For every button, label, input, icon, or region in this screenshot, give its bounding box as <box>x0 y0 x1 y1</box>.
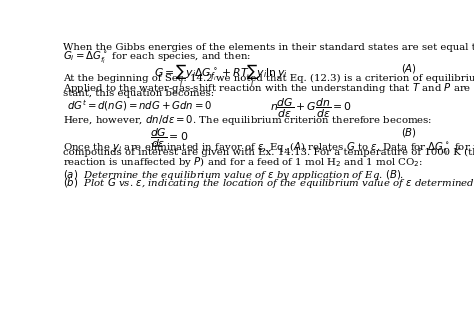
Text: $\dfrac{dG}{d\varepsilon} = 0$: $\dfrac{dG}{d\varepsilon} = 0$ <box>150 126 189 150</box>
Text: $(b)$  Plot $G$ vs. $\varepsilon$, indicating the location of the equilibrium va: $(b)$ Plot $G$ vs. $\varepsilon$, indica… <box>63 176 474 190</box>
Text: $G_i = \Delta G^\circ_{f_i}$ for each species, and then:: $G_i = \Delta G^\circ_{f_i}$ for each sp… <box>63 50 251 66</box>
Text: $G = \sum_i y_i \Delta G^\circ_{f_i} + RT \sum_i y_i \ln y_i$: $G = \sum_i y_i \Delta G^\circ_{f_i} + R… <box>154 62 288 89</box>
Text: $(B)$: $(B)$ <box>401 126 418 139</box>
Text: At the beginning of Sec. 14.2 we noted that Eq. (12.3) is a criterion of equilib: At the beginning of Sec. 14.2 we noted t… <box>63 74 474 83</box>
Text: Here, however, $dn/d\varepsilon = 0$. The equilibrium criterion therefore become: Here, however, $dn/d\varepsilon = 0$. Th… <box>63 113 432 127</box>
Text: reaction is unaffected by $P$) and for a feed of 1 mol H$_2$ and 1 mol CO$_2$:: reaction is unaffected by $P$) and for a… <box>63 155 423 169</box>
Text: Applied to the water-gas-shift reaction with the understanding that $T$ and $P$ : Applied to the water-gas-shift reaction … <box>63 81 474 95</box>
Text: $dG^t = d(nG) = ndG + Gdn = 0$: $dG^t = d(nG) = ndG + Gdn = 0$ <box>67 98 213 113</box>
Text: When the Gibbs energies of the elements in their standard states are set equal t: When the Gibbs energies of the elements … <box>63 43 474 52</box>
Text: Once the $y_i$ are eliminated in favor of $\varepsilon$, Eq. ($A$) relates $G$ t: Once the $y_i$ are eliminated in favor o… <box>63 141 474 157</box>
Text: $(a)$  Determine the equilibrium value of $\varepsilon$ by application of Eq. $(: $(a)$ Determine the equilibrium value of… <box>63 168 404 182</box>
Text: compounds of interest are given with Ex. 14.13. For a temperature of 1000 K (the: compounds of interest are given with Ex.… <box>63 148 474 157</box>
Text: $(A)$: $(A)$ <box>401 62 418 75</box>
Text: stant, this equation becomes:: stant, this equation becomes: <box>63 89 214 98</box>
Text: $n\dfrac{dG}{d\varepsilon} + G\dfrac{dn}{d\varepsilon} = 0$: $n\dfrac{dG}{d\varepsilon} + G\dfrac{dn}… <box>270 97 352 120</box>
